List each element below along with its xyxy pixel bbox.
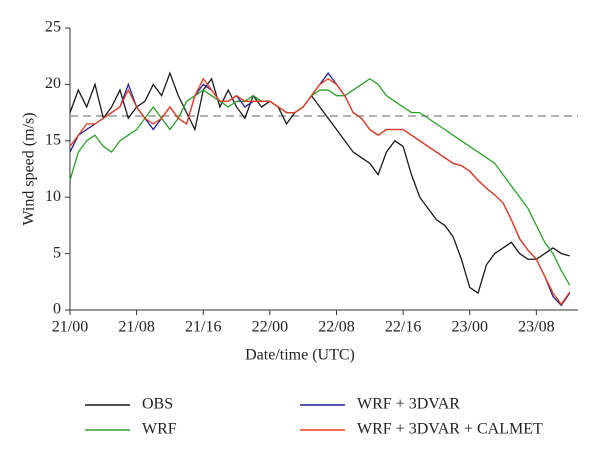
series-line — [69, 71, 570, 295]
legend-label: WRF — [142, 421, 177, 438]
x-tick-label: 21/16 — [185, 319, 221, 336]
y-axis-title: Wind speed (m/s) — [21, 112, 38, 225]
y-tick-label: 10 — [45, 188, 61, 205]
legend-label: WRF + 3DVAR — [357, 396, 460, 413]
series-line — [69, 77, 571, 306]
y-tick-label: 5 — [53, 244, 61, 261]
y-tick-label: 0 — [53, 301, 61, 318]
x-tick-label: 22/08 — [318, 319, 354, 336]
x-tick-label: 22/16 — [385, 319, 421, 336]
x-tick-label: 23/08 — [518, 319, 554, 336]
y-tick-label: 25 — [45, 19, 61, 36]
legend-label: OBS — [142, 396, 173, 413]
x-tick-label: 21/08 — [118, 319, 154, 336]
y-tick-label: 20 — [45, 75, 61, 92]
y-tick-label: 15 — [45, 131, 61, 148]
x-tick-label: 22/00 — [252, 319, 288, 336]
x-tick-label: 21/00 — [52, 319, 88, 336]
x-tick-label: 23/00 — [452, 319, 488, 336]
legend-label: WRF + 3DVAR + CALMET — [357, 421, 543, 438]
series-line — [69, 77, 571, 286]
x-axis-title: Date/time (UTC) — [245, 347, 355, 364]
